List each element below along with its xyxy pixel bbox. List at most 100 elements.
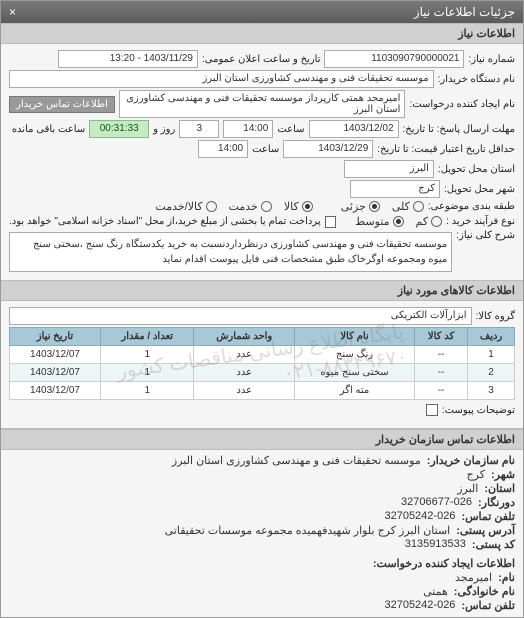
radio-goods[interactable]: کالا — [284, 200, 313, 213]
c-org-label: نام سازمان خریدار: — [427, 454, 515, 467]
table-cell: عدد — [194, 364, 294, 382]
table-cell: 1403/12/07 — [10, 364, 101, 382]
c-tel2: 32705242-026 — [384, 599, 455, 612]
desc-label: شرح کلی نیاز: — [456, 230, 515, 241]
table-cell: -- — [415, 364, 468, 382]
group-field: ابزارآلات الکتریکی — [9, 307, 472, 325]
pay-note: پرداخت تمام یا بخشی از مبلغ خرید،از محل … — [9, 216, 321, 227]
remain-time: 00:31:33 — [89, 120, 149, 138]
table-header: کد کالا — [415, 328, 468, 346]
radio-goods-label: کالا — [284, 200, 299, 213]
radio-mid[interactable]: متوسط — [355, 215, 404, 228]
radio-whole-label: کلی — [392, 200, 410, 213]
treasury-checkbox[interactable] — [325, 216, 336, 228]
remain-suffix: ساعت باقی مانده — [12, 124, 85, 135]
window-title: جزئیات اطلاعات نیاز — [414, 5, 515, 19]
radio-low[interactable]: کم — [416, 215, 443, 228]
c-tel: 32705242-026 — [384, 510, 455, 523]
c-prov-label: استان: — [484, 482, 515, 495]
province-field: البرز — [344, 160, 434, 178]
announce-label: تاریخ و ساعت اعلان عمومی: — [202, 54, 321, 65]
titlebar: جزئیات اطلاعات نیاز × — [1, 1, 523, 23]
c-fax-label: دورنگار: — [478, 496, 515, 509]
table-cell: 1 — [100, 346, 194, 364]
c-addr-label: آدرس پستی: — [456, 524, 515, 537]
table-row: 2--سختی سنج میوهعدد11403/12/07 — [10, 364, 515, 382]
table-cell: 1 — [100, 364, 194, 382]
time-label-2: ساعت — [252, 144, 279, 155]
table-cell: -- — [415, 346, 468, 364]
c-city-label: شهر: — [491, 468, 515, 481]
announce-field: 1403/11/29 - 13:20 — [58, 50, 198, 68]
c-post: 3135913533 — [405, 538, 466, 551]
table-cell: 2 — [468, 364, 515, 382]
attach-checkbox[interactable] — [426, 404, 438, 416]
requester-field: امیرمجد همتی کارپرداز موسسه تحقیقات فنی … — [119, 90, 406, 118]
table-cell: 1403/12/07 — [10, 346, 101, 364]
table-cell: 1 — [100, 382, 194, 400]
table-cell: عدد — [194, 346, 294, 364]
table-cell: رنگ سنج — [294, 346, 414, 364]
need-no-label: شماره نیاز: — [468, 54, 515, 65]
deadline-send-label: مهلت ارسال پاسخ: تا تاریخ: — [403, 124, 515, 135]
remain-days: 3 — [179, 120, 219, 138]
city-field: کرج — [350, 180, 440, 198]
radio-both-label: کالا/خدمت — [155, 200, 202, 213]
deadline-valid-date: 1403/12/29 — [283, 140, 373, 158]
c-family: همتی — [423, 585, 448, 598]
c-tel-label: تلفن تماس: — [461, 510, 515, 523]
table-row: 1--رنگ سنجعدد11403/12/07 — [10, 346, 515, 364]
c-name-label: نام: — [498, 571, 515, 584]
buyer-field: موسسه تحقیقات فنی و مهندسی کشاورزی استان… — [9, 70, 434, 88]
radio-whole[interactable]: کلی — [392, 200, 424, 213]
details-window: جزئیات اطلاعات نیاز × اطلاعات نیاز شماره… — [0, 0, 524, 618]
c-family-label: نام خانوادگی: — [454, 585, 515, 598]
contact-header: اطلاعات تماس سازمان خریدار — [1, 429, 523, 450]
deadline-valid-time: 14:00 — [198, 140, 248, 158]
close-icon[interactable]: × — [9, 5, 16, 19]
c-prov: البرز — [457, 482, 478, 495]
group-label: گروه کالا: — [476, 311, 515, 322]
process-label: نوع فرآیند خرید : — [446, 216, 515, 227]
need-form: شماره نیاز: 1103090790000021 تاریخ و ساع… — [1, 44, 523, 280]
need-no-field: 1103090790000021 — [324, 50, 464, 68]
c-name: امیرمجد — [455, 571, 492, 584]
section-goods-info: اطلاعات کالاهای مورد نیاز — [1, 280, 523, 301]
c-addr: استان البرز کرج بلوار شهیدفهمیده مجموعه … — [165, 524, 451, 537]
radio-service-label: خدمت — [229, 200, 258, 213]
table-header: ردیف — [468, 328, 515, 346]
c-fax: 32706677-026 — [401, 496, 472, 509]
wholepart-label: طبقه بندی موضوعی: — [428, 201, 515, 212]
radio-part[interactable]: جزئی — [341, 200, 380, 213]
deadline-send-date: 1403/12/02 — [309, 120, 399, 138]
contact-section: اطلاعات تماس سازمان خریدار نام سازمان خر… — [1, 428, 523, 617]
deadline-send-time: 14:00 — [223, 120, 273, 138]
city-label: شهر محل تحویل: — [444, 184, 515, 195]
deadline-valid-label: حداقل تاریخ اعتبار قیمت: تا تاریخ: — [377, 144, 515, 155]
c-org: موسسه تحقیقات فنی و مهندسی کشاورزی استان… — [172, 454, 421, 467]
buyer-label: نام دستگاه خریدار: — [438, 74, 515, 85]
contact-buyer-button[interactable]: اطلاعات تماس خریدار — [9, 96, 115, 113]
goodsservice-group: کالا خدمت کالا/خدمت — [155, 200, 312, 213]
table-cell: مته اگر — [294, 382, 414, 400]
radio-service[interactable]: خدمت — [229, 200, 272, 213]
c-city: کرج — [467, 468, 485, 481]
goods-table-wrap: ردیفکد کالانام کالاواحد شمارشتعداد / مقد… — [9, 327, 515, 400]
table-cell: سختی سنج میوه — [294, 364, 414, 382]
table-cell: عدد — [194, 382, 294, 400]
radio-both[interactable]: کالا/خدمت — [155, 200, 216, 213]
table-header: واحد شمارش — [194, 328, 294, 346]
table-row: 3--مته اگرعدد11403/12/07 — [10, 382, 515, 400]
table-cell: 1403/12/07 — [10, 382, 101, 400]
radio-low-label: کم — [416, 215, 429, 228]
desc-box: موسسه تحقیقات فنی و مهندسی کشاورزی درنظر… — [9, 232, 452, 272]
requester-label: نام ایجاد کننده درخواست: — [409, 99, 515, 110]
table-cell: 1 — [468, 346, 515, 364]
remain-days-label: روز و — [153, 124, 175, 135]
attach-label: توضیحات پیوست: — [442, 405, 515, 416]
radio-mid-label: متوسط — [355, 215, 390, 228]
wholepart-group: کلی جزئی — [341, 200, 424, 213]
table-header: تعداد / مقدار — [100, 328, 194, 346]
table-cell: 3 — [468, 382, 515, 400]
time-label-1: ساعت — [277, 124, 304, 135]
